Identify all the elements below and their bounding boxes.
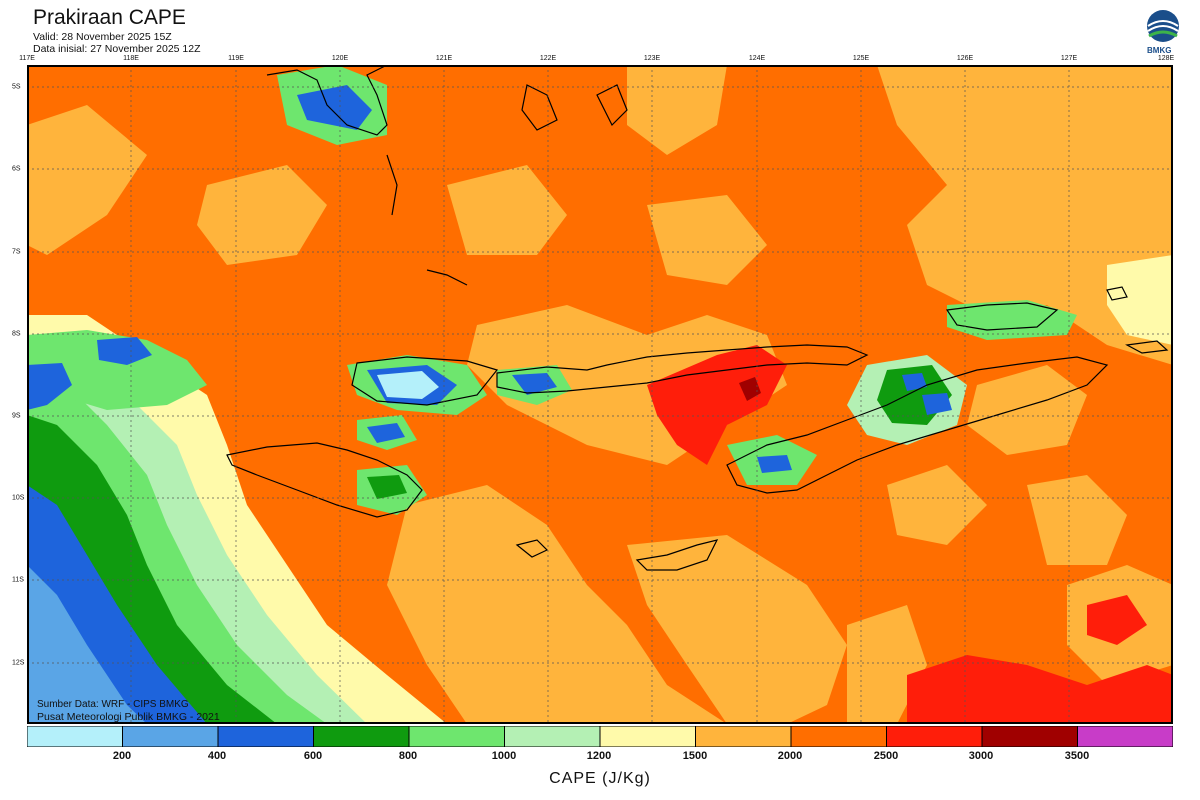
source-credit: Sumber Data: WRF - CIPS BMKG — [37, 699, 189, 710]
lon-label: 117E — [19, 55, 35, 62]
timor-blob-core — [902, 373, 927, 391]
cape-map — [27, 65, 1173, 724]
cape-3000-3500-region — [739, 377, 761, 401]
west-timor-core — [757, 455, 792, 473]
lombok-core — [97, 337, 152, 365]
legend-tick: 200 — [112, 750, 132, 762]
legend-swatch — [408, 726, 505, 747]
legend-tick: 3500 — [1064, 750, 1090, 762]
lon-label: 126E — [956, 55, 974, 62]
map-frame — [27, 65, 1173, 724]
legend-tick: 400 — [207, 750, 227, 762]
legend-tick: 1500 — [682, 750, 708, 762]
cape-2500-3000-regions — [647, 345, 1173, 724]
init-time: Data inisial: 27 November 2025 12Z — [33, 43, 201, 55]
legend-tick: 1200 — [586, 750, 612, 762]
lon-label: 121E — [435, 55, 453, 62]
lat-label: 11S — [12, 576, 24, 584]
lon-label: 128E — [1157, 55, 1175, 62]
sumba-north-core — [367, 423, 405, 443]
lat-label: 6S — [12, 165, 21, 173]
lat-label: 9S — [12, 412, 21, 420]
wetar-blob — [947, 300, 1077, 340]
legend-tick: 3000 — [968, 750, 994, 762]
lon-label: 123E — [643, 55, 661, 62]
lon-label: 124E — [748, 55, 766, 62]
lon-label: 119E — [228, 55, 244, 62]
legend-swatch — [599, 726, 696, 747]
lat-label: 5S — [12, 83, 21, 91]
logo-text: BMKG — [1147, 46, 1172, 55]
map-gridlines — [27, 65, 1173, 724]
lon-label: 127E — [1060, 55, 1078, 62]
legend-swatch — [313, 726, 410, 747]
legend-swatch — [504, 726, 601, 747]
lat-label: 12S — [12, 659, 25, 667]
legend-swatch — [695, 726, 792, 747]
lon-label: 122E — [539, 55, 557, 62]
lat-label: 8S — [12, 330, 21, 338]
cape-1500-2000-regions — [27, 65, 1173, 724]
legend-tick: 2500 — [873, 750, 899, 762]
legend-swatch — [217, 726, 314, 747]
bmkg-logo-icon — [1147, 10, 1179, 42]
sumba-core — [367, 475, 407, 499]
legend-swatch — [981, 726, 1078, 747]
sumbawa-blob-core — [377, 371, 439, 399]
lat-label: 10S — [12, 494, 25, 502]
org-credit: Pusat Meteorologi Publik BMKG - 2021 — [37, 711, 220, 723]
legend-title: CAPE (J/Kg) — [549, 770, 651, 787]
color-legend — [27, 726, 1173, 747]
legend-tick: 1000 — [491, 750, 517, 762]
legend-swatch — [790, 726, 887, 747]
chart-title: Prakiraan CAPE — [33, 6, 186, 29]
legend-swatch — [27, 726, 123, 747]
flores-west-core — [512, 373, 557, 395]
legend-tick: 2000 — [777, 750, 803, 762]
north-blob-core — [297, 85, 372, 130]
lat-label: 7S — [12, 248, 21, 256]
legend-swatch — [122, 726, 219, 747]
timor-blob-core-2 — [922, 393, 952, 415]
bali-core — [27, 363, 72, 410]
legend-swatch — [1077, 726, 1173, 747]
legend-tick: 800 — [398, 750, 418, 762]
coastlines — [226, 65, 1169, 571]
bali-lombok-blob — [27, 330, 207, 410]
valid-time: Valid: 28 November 2025 15Z — [33, 31, 172, 43]
legend-swatch — [886, 726, 983, 747]
lon-label: 125E — [852, 55, 870, 62]
legend-tick: 600 — [303, 750, 323, 762]
cape-200-400-region — [27, 565, 147, 724]
lon-label: 118E — [123, 55, 139, 62]
east-yellow-blob — [1107, 255, 1173, 345]
lon-label: 120E — [331, 55, 349, 62]
